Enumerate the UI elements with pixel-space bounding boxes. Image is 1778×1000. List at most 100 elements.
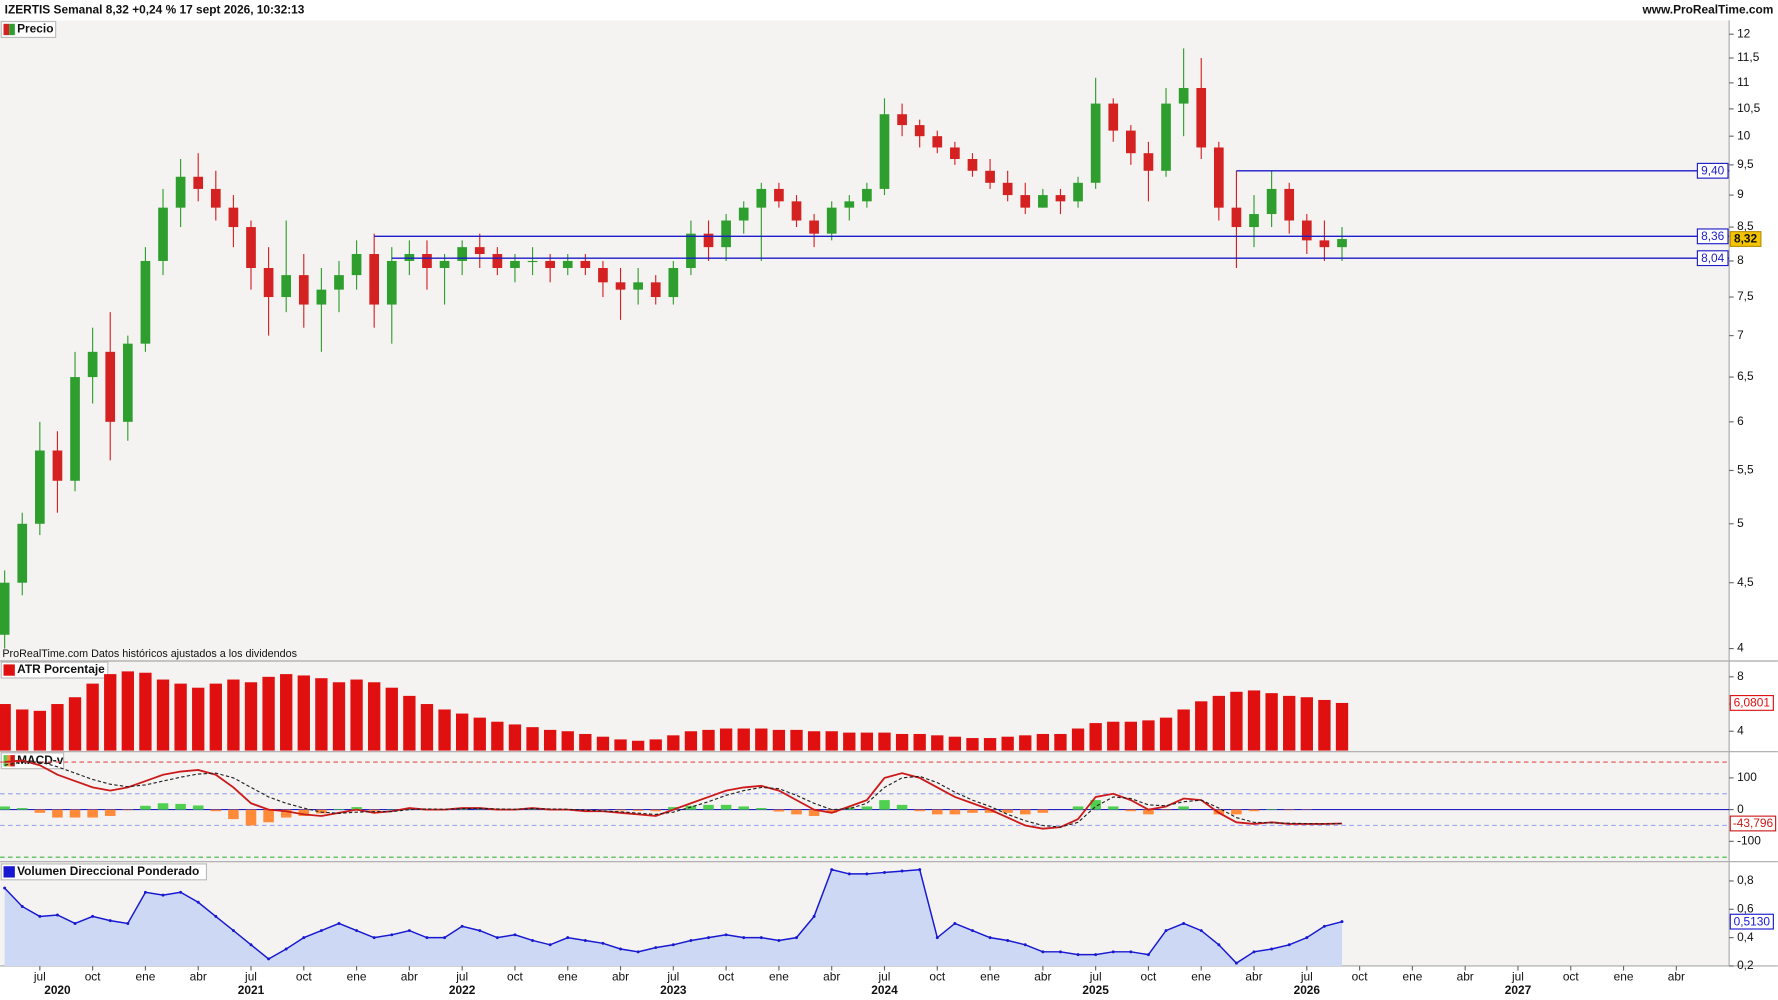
panel-title: ATR Porcentaje — [0, 661, 109, 679]
histogram-bar — [1160, 809, 1172, 811]
point — [1287, 943, 1291, 947]
candle-body — [791, 201, 802, 221]
x-year-label: 2024 — [871, 983, 898, 997]
point — [91, 914, 95, 918]
bar — [1001, 736, 1014, 751]
candle-body — [369, 254, 380, 305]
bar — [104, 674, 117, 751]
bar — [368, 682, 381, 751]
candle-body — [809, 220, 819, 234]
y-tick-label: 4 — [1737, 723, 1744, 737]
bar — [667, 735, 680, 751]
bar — [456, 713, 469, 751]
bar — [473, 717, 486, 751]
title-box — [0, 752, 65, 770]
candle-body — [1266, 188, 1277, 215]
bar — [983, 738, 997, 751]
bar — [385, 687, 398, 751]
point — [108, 919, 112, 923]
point — [1182, 921, 1186, 925]
point — [601, 941, 605, 945]
y-tick-label: 0 — [1737, 802, 1744, 816]
bar — [1124, 721, 1138, 751]
histogram-bar — [844, 807, 855, 810]
bar — [649, 739, 662, 751]
x-year-label: 2022 — [449, 983, 476, 997]
histogram-bar — [914, 809, 925, 812]
bar — [737, 728, 750, 751]
footnote: ProRealTime.com Datos históricos ajustad… — [2, 648, 297, 660]
candle-body — [334, 275, 344, 290]
y-tick-label: 4,5 — [1737, 575, 1754, 589]
point — [1006, 939, 1010, 942]
candle-body — [17, 523, 28, 583]
bar — [1230, 691, 1243, 751]
y-tick-label: 12 — [1737, 26, 1751, 40]
candle-body — [52, 450, 63, 481]
candle-body — [439, 260, 450, 268]
x-tick-label: ene — [347, 969, 367, 983]
histogram-bar — [1002, 809, 1013, 813]
last-value-label-box — [1729, 913, 1774, 930]
x-tick-label: oct — [1352, 969, 1369, 983]
candle-body — [527, 260, 538, 263]
candle-body — [422, 254, 432, 268]
point — [1252, 950, 1256, 954]
histogram-bar — [632, 809, 644, 811]
histogram-bar — [122, 809, 134, 811]
plot-background — [0, 20, 1730, 966]
bar — [420, 704, 434, 751]
point — [970, 929, 974, 933]
y-tick-label: 5,5 — [1737, 463, 1754, 477]
x-tick-label: jul — [1511, 969, 1524, 983]
candle-body — [158, 207, 168, 261]
series-line — [4, 761, 1343, 828]
bar — [192, 687, 205, 751]
bar — [596, 736, 610, 751]
histogram-bar — [1019, 809, 1031, 815]
histogram-bar — [791, 809, 802, 815]
point — [883, 870, 886, 874]
y-tick-label: 0,8 — [1737, 873, 1754, 887]
point — [231, 929, 235, 933]
histogram-bar — [615, 809, 626, 811]
candle-body — [562, 260, 573, 268]
histogram-bar — [580, 809, 591, 811]
bar — [755, 728, 768, 751]
point — [407, 929, 411, 933]
point — [1076, 953, 1080, 957]
bar — [526, 727, 539, 751]
bar — [1159, 717, 1173, 751]
point — [795, 936, 798, 940]
last-value-label: 0,5130 — [1734, 914, 1771, 928]
point — [214, 914, 218, 918]
bar — [332, 682, 346, 751]
candle-body — [1055, 195, 1066, 202]
bar — [860, 732, 874, 751]
candle-body — [1161, 103, 1171, 171]
histogram-bar — [756, 808, 767, 810]
histogram-bar — [861, 806, 873, 810]
candle-body — [298, 275, 309, 305]
histogram-bar — [87, 809, 98, 818]
candle-body — [404, 254, 415, 261]
x-tick-label: jul — [455, 969, 468, 983]
candle-body — [703, 233, 714, 248]
bar — [561, 731, 574, 751]
x-tick-label: jul — [33, 969, 46, 983]
x-tick-label: ene — [1191, 969, 1211, 983]
point — [495, 936, 499, 940]
x-year-label: 2023 — [660, 983, 687, 997]
y-tick-label: 9,5 — [1737, 157, 1754, 171]
point — [847, 872, 851, 876]
candle-body — [985, 170, 995, 183]
icon — [3, 866, 15, 878]
candle-body — [105, 351, 116, 422]
histogram-bar — [808, 809, 820, 816]
bar — [825, 731, 838, 751]
bar — [262, 676, 275, 751]
x-tick-label: jul — [878, 969, 891, 983]
bar — [579, 733, 592, 751]
x-tick-label: oct — [507, 969, 524, 983]
